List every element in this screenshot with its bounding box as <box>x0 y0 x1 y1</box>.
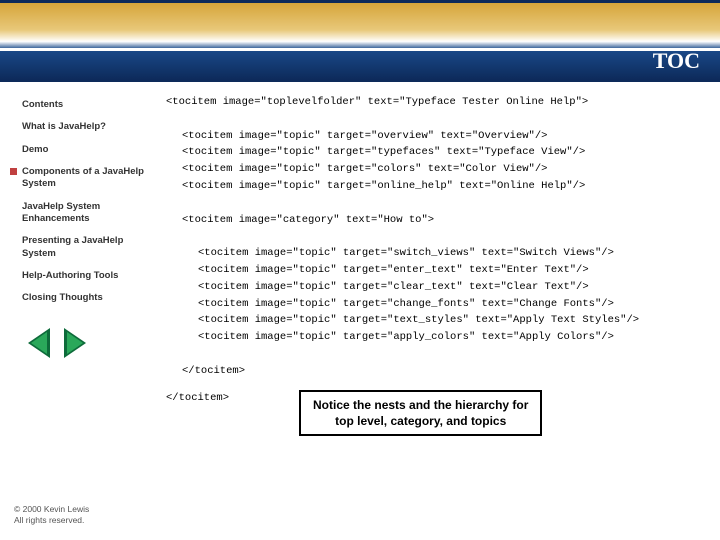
sidebar: ContentsWhat is JavaHelp?DemoComponents … <box>10 94 162 436</box>
next-arrow-icon[interactable] <box>64 328 86 358</box>
footer: © 2000 Kevin Lewis All rights reserved. <box>14 504 89 526</box>
sidebar-item-0[interactable]: Contents <box>10 94 156 116</box>
content-area: ContentsWhat is JavaHelp?DemoComponents … <box>0 82 720 436</box>
copyright-line1: © 2000 Kevin Lewis <box>14 504 89 515</box>
code-line-12: <tocitem image="topic" target="change_fo… <box>166 296 710 313</box>
code-line-9: <tocitem image="topic" target="switch_vi… <box>166 245 710 262</box>
slide-header: TOC <box>0 0 720 82</box>
callout-box: Notice the nests and the hierarchy for t… <box>299 390 542 436</box>
sidebar-item-1[interactable]: What is JavaHelp? <box>10 116 156 138</box>
nav-arrows <box>28 328 156 358</box>
callout-line2: top level, category, and topics <box>313 413 528 429</box>
code-line-7: <tocitem image="category" text="How to"> <box>166 212 710 229</box>
code-line-8 <box>166 228 710 245</box>
prev-arrow-icon[interactable] <box>28 328 50 358</box>
code-line-16: </tocitem> <box>166 363 710 380</box>
code-line-0: <tocitem image="toplevelfolder" text="Ty… <box>166 94 710 111</box>
closing-tag: </tocitem> <box>166 390 229 407</box>
code-line-1 <box>166 111 710 128</box>
code-line-13: <tocitem image="topic" target="text_styl… <box>166 312 710 329</box>
sidebar-item-3[interactable]: Components of a JavaHelp System <box>10 161 156 196</box>
sidebar-item-2[interactable]: Demo <box>10 139 156 161</box>
code-line-3: <tocitem image="topic" target="typefaces… <box>166 144 710 161</box>
code-line-15 <box>166 346 710 363</box>
code-line-6 <box>166 195 710 212</box>
sidebar-item-5[interactable]: Presenting a JavaHelp System <box>10 230 156 265</box>
code-line-2: <tocitem image="topic" target="overview"… <box>166 128 710 145</box>
sidebar-item-6[interactable]: Help-Authoring Tools <box>10 265 156 287</box>
page-title: TOC <box>653 48 700 74</box>
code-line-11: <tocitem image="topic" target="clear_tex… <box>166 279 710 296</box>
header-stripe <box>0 48 720 51</box>
copyright-line2: All rights reserved. <box>14 515 89 526</box>
code-line-14: <tocitem image="topic" target="apply_col… <box>166 329 710 346</box>
code-line-4: <tocitem image="topic" target="colors" t… <box>166 161 710 178</box>
sidebar-item-4[interactable]: JavaHelp System Enhancements <box>10 196 156 231</box>
sidebar-item-7[interactable]: Closing Thoughts <box>10 287 156 309</box>
code-line-5: <tocitem image="topic" target="online_he… <box>166 178 710 195</box>
code-block: <tocitem image="toplevelfolder" text="Ty… <box>162 94 710 436</box>
code-line-10: <tocitem image="topic" target="enter_tex… <box>166 262 710 279</box>
callout-line1: Notice the nests and the hierarchy for <box>313 397 528 413</box>
